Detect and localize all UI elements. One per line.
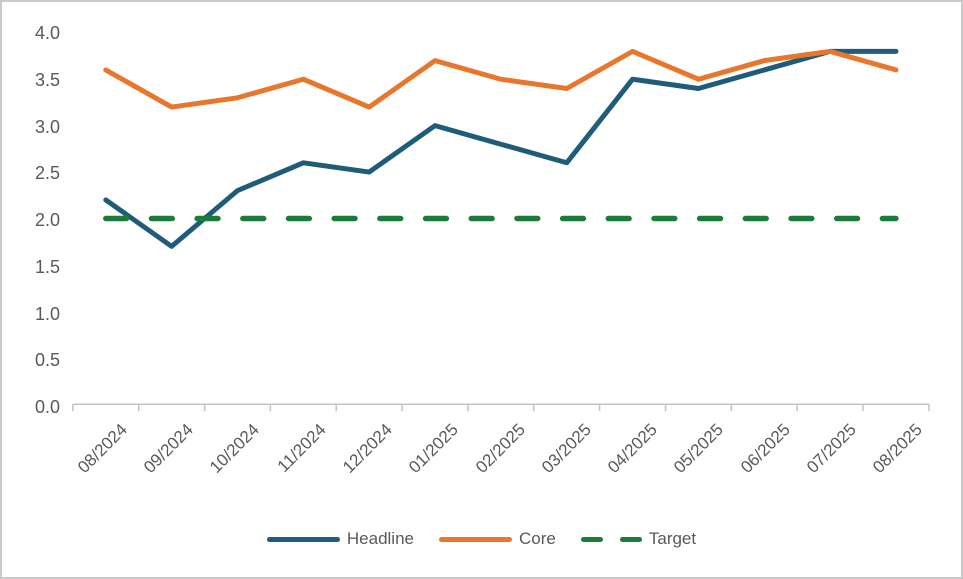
core-series-line	[103, 48, 899, 110]
legend-label-headline: Headline	[346, 529, 414, 548]
y-axis-label: 2.5	[34, 163, 60, 184]
legend-label-core: Core	[519, 529, 556, 548]
y-axis-label: 1.5	[34, 256, 60, 277]
legend-dash-sample-target	[580, 536, 642, 542]
chart-legend: Headline Core Target	[2, 529, 961, 549]
y-axis-label: 4.0	[34, 23, 60, 43]
legend-item-headline: Headline	[266, 529, 414, 549]
y-axis-label: 0.5	[34, 350, 60, 371]
legend-dash	[580, 536, 603, 542]
y-axis-label: 2.0	[34, 210, 60, 230]
legend-line-sample-headline	[266, 536, 340, 542]
y-axis-label: 1.0	[34, 303, 60, 324]
y-axis-label: 3.5	[34, 69, 60, 90]
headline-series-line	[103, 48, 899, 249]
legend-item-target: Target	[580, 529, 697, 549]
legend-line-sample-core	[439, 536, 512, 542]
y-axis-label: 0.0	[34, 397, 60, 417]
legend-item-core: Core	[439, 529, 556, 549]
y-axis-label: 3.0	[34, 116, 60, 137]
legend-dash	[619, 536, 642, 542]
legend-label-target: Target	[648, 529, 697, 548]
